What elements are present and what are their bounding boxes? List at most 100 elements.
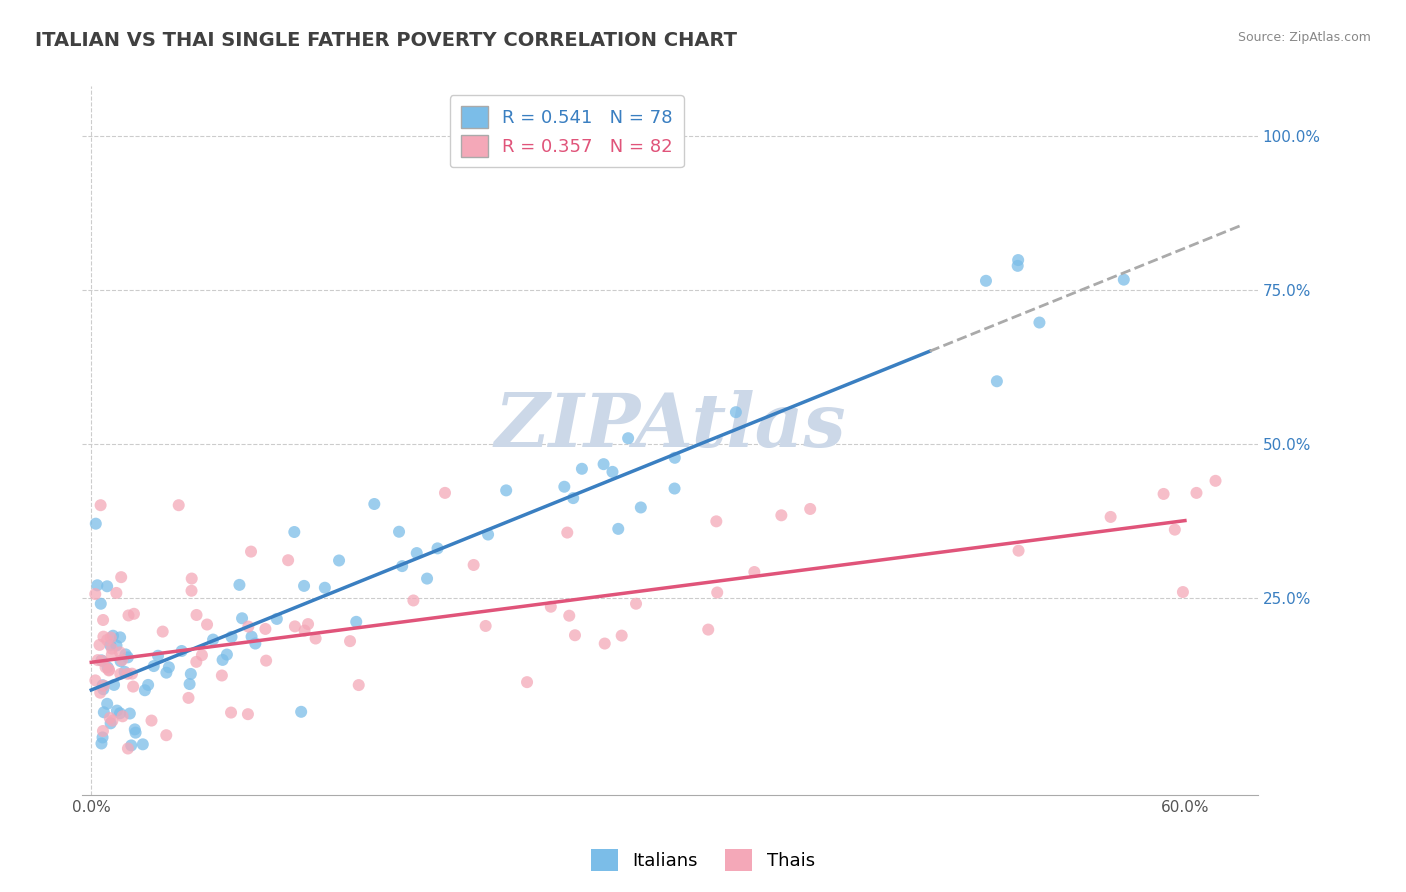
Point	[592, 457, 614, 471]
Legend: Italians, Thais: Italians, Thais	[583, 842, 823, 879]
Point	[122, 680, 145, 694]
Point	[477, 527, 499, 541]
Point	[664, 482, 686, 496]
Point	[141, 714, 163, 728]
Point	[105, 704, 128, 718]
Point	[90, 653, 112, 667]
Point	[1099, 510, 1122, 524]
Point	[1112, 272, 1135, 286]
Point	[706, 585, 728, 599]
Point	[91, 731, 114, 745]
Point	[211, 653, 233, 667]
Point	[180, 583, 202, 598]
Point	[617, 431, 640, 445]
Point	[93, 630, 115, 644]
Point	[86, 578, 108, 592]
Point	[155, 728, 177, 742]
Point	[110, 667, 132, 681]
Point	[245, 636, 267, 650]
Point	[110, 570, 132, 584]
Point	[122, 607, 145, 621]
Point	[170, 644, 193, 658]
Point	[117, 741, 139, 756]
Point	[238, 619, 260, 633]
Point	[118, 706, 141, 721]
Point	[195, 617, 218, 632]
Point	[564, 628, 586, 642]
Point	[117, 666, 139, 681]
Point	[90, 498, 112, 512]
Point	[96, 632, 118, 647]
Point	[186, 655, 208, 669]
Point	[433, 486, 456, 500]
Point	[1007, 253, 1029, 268]
Point	[610, 629, 633, 643]
Point	[97, 664, 120, 678]
Point	[266, 612, 288, 626]
Point	[87, 653, 110, 667]
Point	[284, 619, 307, 633]
Point	[84, 587, 107, 601]
Point	[1171, 585, 1194, 599]
Point	[986, 374, 1008, 388]
Legend: R = 0.541   N = 78, R = 0.357   N = 82: R = 0.541 N = 78, R = 0.357 N = 82	[450, 95, 683, 168]
Point	[416, 572, 439, 586]
Point	[108, 706, 131, 721]
Point	[117, 650, 139, 665]
Point	[96, 579, 118, 593]
Point	[607, 522, 630, 536]
Point	[114, 648, 136, 662]
Point	[100, 716, 122, 731]
Point	[90, 737, 112, 751]
Point	[344, 615, 367, 629]
Point	[339, 634, 361, 648]
Point	[254, 654, 277, 668]
Point	[799, 502, 821, 516]
Point	[555, 525, 578, 540]
Point	[124, 723, 146, 737]
Point	[136, 678, 159, 692]
Point	[103, 678, 125, 692]
Point	[405, 546, 427, 560]
Point	[314, 581, 336, 595]
Point	[121, 666, 143, 681]
Point	[155, 665, 177, 680]
Point	[111, 653, 134, 667]
Point	[240, 630, 263, 644]
Point	[142, 659, 165, 673]
Point	[91, 724, 114, 739]
Point	[290, 705, 312, 719]
Point	[167, 498, 190, 512]
Point	[474, 619, 496, 633]
Point	[101, 714, 124, 728]
Point	[363, 497, 385, 511]
Point	[180, 572, 202, 586]
Point	[101, 641, 124, 656]
Point	[202, 632, 225, 647]
Point	[84, 673, 107, 688]
Point	[114, 665, 136, 679]
Point	[1185, 486, 1208, 500]
Point	[101, 629, 124, 643]
Point	[101, 648, 124, 662]
Point	[179, 677, 201, 691]
Point	[516, 675, 538, 690]
Point	[157, 660, 180, 674]
Text: ITALIAN VS THAI SINGLE FATHER POVERTY CORRELATION CHART: ITALIAN VS THAI SINGLE FATHER POVERTY CO…	[35, 31, 737, 50]
Point	[89, 638, 111, 652]
Point	[297, 617, 319, 632]
Point	[402, 593, 425, 607]
Point	[177, 690, 200, 705]
Point	[697, 623, 720, 637]
Point	[132, 737, 155, 751]
Point	[117, 608, 139, 623]
Point	[186, 607, 208, 622]
Point	[391, 559, 413, 574]
Point	[558, 608, 581, 623]
Point	[388, 524, 411, 539]
Point	[110, 654, 132, 668]
Point	[294, 624, 316, 638]
Point	[624, 597, 647, 611]
Text: Source: ZipAtlas.com: Source: ZipAtlas.com	[1237, 31, 1371, 45]
Point	[347, 678, 370, 692]
